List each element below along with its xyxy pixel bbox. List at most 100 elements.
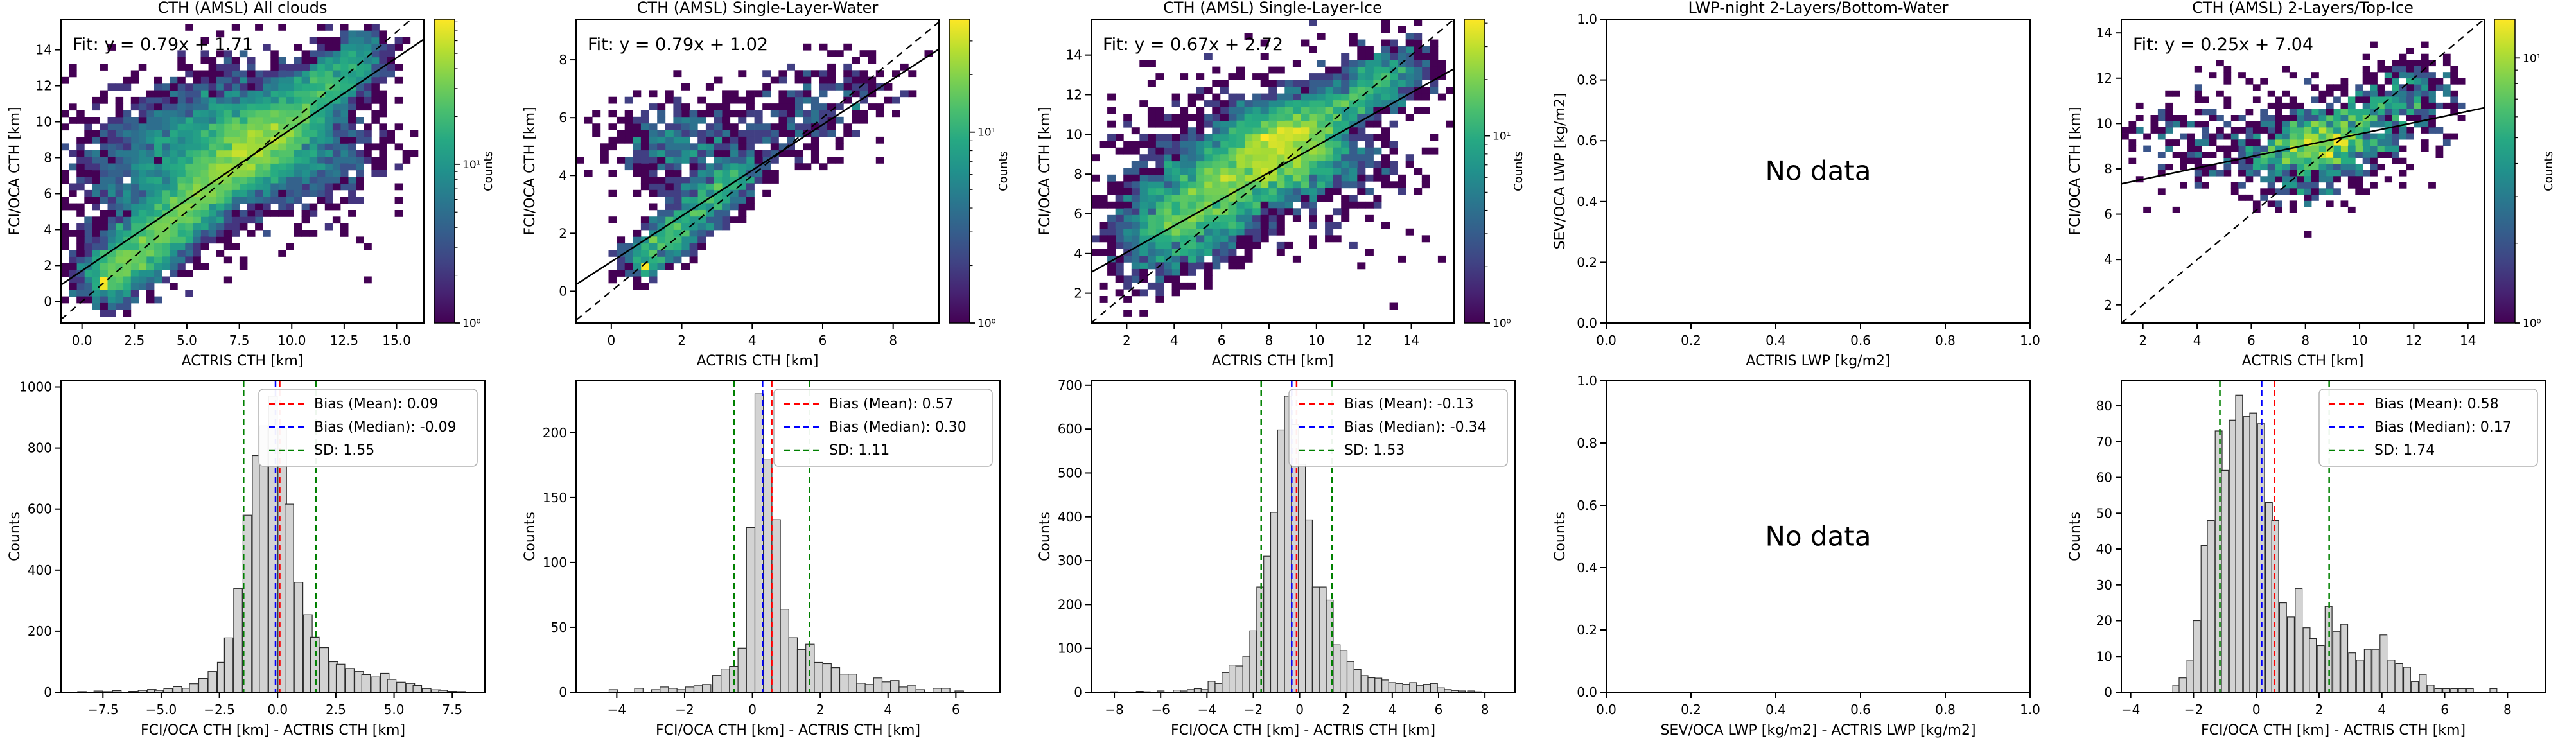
svg-text:10⁰: 10⁰ bbox=[1493, 317, 1511, 330]
svg-text:4: 4 bbox=[1388, 702, 1396, 717]
svg-text:7.5: 7.5 bbox=[442, 702, 462, 717]
svg-text:5.0: 5.0 bbox=[384, 702, 405, 717]
svg-text:Fit: y = 0.25x + 7.04: Fit: y = 0.25x + 7.04 bbox=[2133, 35, 2313, 55]
svg-text:0: 0 bbox=[2252, 702, 2261, 717]
svg-text:FCI/OCA CTH [km] - ACTRIS CTH: FCI/OCA CTH [km] - ACTRIS CTH [km] bbox=[656, 722, 920, 739]
svg-text:2: 2 bbox=[2104, 297, 2112, 313]
svg-text:10⁰: 10⁰ bbox=[977, 317, 996, 330]
svg-text:100: 100 bbox=[543, 555, 567, 570]
svg-text:20: 20 bbox=[2096, 613, 2112, 629]
svg-text:Bias (Mean): 0.09: Bias (Mean): 0.09 bbox=[314, 396, 439, 412]
svg-text:6: 6 bbox=[2104, 207, 2112, 222]
svg-text:0: 0 bbox=[607, 333, 615, 348]
scatter-cth-all-clouds-svg: CTH (AMSL) All clouds 0.0 2.5 5.0 7.5 10.0 12.… bbox=[7, 0, 495, 369]
svg-text:500: 500 bbox=[1058, 465, 1082, 480]
svg-text:Bias (Mean): 0.57: Bias (Mean): 0.57 bbox=[829, 396, 954, 412]
svg-text:0.8: 0.8 bbox=[1577, 73, 1597, 88]
svg-text:ACTRIS LWP [kg/m2]: ACTRIS LWP [kg/m2] bbox=[1746, 353, 1890, 369]
svg-text:14: 14 bbox=[1403, 333, 1419, 348]
svg-text:−6: −6 bbox=[1151, 702, 1170, 717]
svg-text:0: 0 bbox=[748, 702, 757, 717]
svg-text:Counts: Counts bbox=[7, 512, 23, 561]
svg-text:ACTRIS CTH [km]: ACTRIS CTH [km] bbox=[697, 353, 819, 369]
svg-text:0: 0 bbox=[44, 685, 52, 700]
svg-text:7.5: 7.5 bbox=[229, 333, 250, 348]
svg-text:8: 8 bbox=[2104, 161, 2112, 177]
svg-text:Counts: Counts bbox=[2067, 512, 2083, 561]
svg-text:Bias (Mean): -0.13: Bias (Mean): -0.13 bbox=[1344, 396, 1474, 412]
svg-text:8: 8 bbox=[559, 52, 567, 67]
svg-text:400: 400 bbox=[1058, 509, 1082, 525]
svg-text:No data: No data bbox=[1765, 521, 1871, 552]
svg-text:0.0: 0.0 bbox=[1596, 702, 1617, 717]
svg-text:SEV/OCA LWP [kg/m2]: SEV/OCA LWP [kg/m2] bbox=[1552, 92, 1568, 249]
svg-text:4: 4 bbox=[2378, 702, 2386, 717]
svg-text:SD: 1.11: SD: 1.11 bbox=[829, 442, 889, 459]
svg-text:SEV/OCA LWP [kg/m2] - ACTRIS L: SEV/OCA LWP [kg/m2] - ACTRIS LWP [kg/m2] bbox=[1660, 722, 1976, 739]
svg-text:10: 10 bbox=[1308, 333, 1324, 348]
svg-text:FCI/OCA CTH [km]: FCI/OCA CTH [km] bbox=[7, 107, 23, 235]
svg-text:10¹: 10¹ bbox=[462, 159, 480, 171]
svg-text:0.6: 0.6 bbox=[1850, 702, 1871, 717]
panel-hist-bias-all-clouds: −7.5 −5.0 −2.5 0.0 2.5 5.0 7.5 0 200 400 600 800 100… bbox=[0, 371, 515, 743]
svg-text:ACTRIS CTH [km]: ACTRIS CTH [km] bbox=[1212, 353, 1334, 369]
svg-text:4: 4 bbox=[748, 333, 757, 348]
panel-hist-bias-single-layer-ice: −8 −6 −4 −2 0 2 4 6 8 0 100 200 300 400 500 600 700 FCI/O… bbox=[1030, 371, 1545, 743]
svg-text:6: 6 bbox=[1435, 702, 1443, 717]
svg-text:2.5: 2.5 bbox=[326, 702, 346, 717]
panel-lwp-night-no-data: LWP-night 2-Layers/Bottom-Water 0.0 0.2 0.4… bbox=[1545, 0, 2060, 371]
svg-text:−4: −4 bbox=[2121, 702, 2140, 717]
svg-text:4: 4 bbox=[2104, 252, 2112, 267]
svg-text:10: 10 bbox=[2351, 333, 2367, 348]
svg-text:0: 0 bbox=[559, 685, 567, 700]
svg-text:10: 10 bbox=[1066, 127, 1082, 142]
svg-text:12: 12 bbox=[2096, 71, 2112, 86]
svg-text:−7.5: −7.5 bbox=[87, 702, 119, 717]
scatter-cth-single-layer-ice-svg: CTH (AMSL) Single-Layer-Ice 2 4 6 8 10 12 14 2 4 6… bbox=[1037, 0, 1525, 369]
svg-text:FCI/OCA CTH [km] - ACTRIS CTH: FCI/OCA CTH [km] - ACTRIS CTH [km] bbox=[141, 722, 405, 739]
svg-text:0.2: 0.2 bbox=[1681, 333, 1701, 348]
svg-text:Counts: Counts bbox=[1512, 151, 1525, 191]
svg-text:0.8: 0.8 bbox=[1935, 333, 1956, 348]
lwp-night-no-data-svg: LWP-night 2-Layers/Bottom-Water 0.0 0.2 0.4… bbox=[1552, 0, 2040, 369]
svg-text:0.0: 0.0 bbox=[1577, 685, 1597, 700]
svg-text:8: 8 bbox=[1265, 333, 1274, 348]
svg-text:400: 400 bbox=[28, 563, 52, 578]
svg-text:LWP-night 2-Layers/Bottom-Wate: LWP-night 2-Layers/Bottom-Water bbox=[1688, 0, 1949, 17]
svg-text:6: 6 bbox=[952, 702, 960, 717]
svg-text:70: 70 bbox=[2096, 434, 2112, 450]
panel-scatter-cth-all-clouds: CTH (AMSL) All clouds 0.0 2.5 5.0 7.5 10.0 12.… bbox=[0, 0, 515, 371]
svg-text:2: 2 bbox=[1074, 286, 1082, 301]
svg-text:2: 2 bbox=[44, 258, 52, 273]
svg-text:0.4: 0.4 bbox=[1766, 333, 1786, 348]
svg-text:12: 12 bbox=[1356, 333, 1372, 348]
svg-text:FCI/OCA CTH [km] - ACTRIS CTH: FCI/OCA CTH [km] - ACTRIS CTH [km] bbox=[1171, 722, 1435, 739]
svg-text:6: 6 bbox=[1074, 206, 1082, 222]
svg-text:10: 10 bbox=[36, 114, 52, 130]
svg-text:14: 14 bbox=[1066, 48, 1082, 63]
svg-text:5.0: 5.0 bbox=[177, 333, 197, 348]
svg-text:−2: −2 bbox=[675, 702, 694, 717]
svg-text:8: 8 bbox=[889, 333, 897, 348]
svg-text:8: 8 bbox=[2503, 702, 2512, 717]
svg-text:6: 6 bbox=[44, 186, 52, 201]
svg-text:Counts: Counts bbox=[482, 151, 495, 191]
svg-text:12: 12 bbox=[36, 78, 52, 94]
svg-text:10¹: 10¹ bbox=[2523, 52, 2541, 65]
svg-text:Counts: Counts bbox=[1037, 512, 1053, 561]
svg-text:Bias (Median): 0.30: Bias (Median): 0.30 bbox=[829, 419, 967, 435]
svg-text:40: 40 bbox=[2096, 541, 2112, 557]
svg-text:700: 700 bbox=[1058, 378, 1082, 393]
hist-lwp-no-data-svg: 0.0 0.2 0.4 0.6 0.8 1.0 0.0 0.2 0.4 0.6 0.8 1.0 SEV/… bbox=[1552, 373, 2040, 739]
svg-text:FCI/OCA CTH [km] - ACTRIS CTH: FCI/OCA CTH [km] - ACTRIS CTH [km] bbox=[2201, 722, 2466, 739]
svg-text:4: 4 bbox=[1074, 246, 1082, 261]
svg-text:10⁰: 10⁰ bbox=[462, 317, 481, 330]
svg-text:12: 12 bbox=[2406, 333, 2422, 348]
svg-text:CTH (AMSL) Single-Layer-Ice: CTH (AMSL) Single-Layer-Ice bbox=[1163, 0, 1382, 17]
svg-text:0: 0 bbox=[2104, 685, 2112, 700]
svg-text:0.4: 0.4 bbox=[1577, 194, 1597, 209]
panel-hist-lwp-no-data: 0.0 0.2 0.4 0.6 0.8 1.0 0.0 0.2 0.4 0.6 0.8 1.0 SEV/… bbox=[1545, 371, 2060, 743]
svg-text:2: 2 bbox=[678, 333, 686, 348]
svg-text:14: 14 bbox=[2096, 25, 2112, 40]
svg-text:0.8: 0.8 bbox=[1577, 435, 1597, 451]
